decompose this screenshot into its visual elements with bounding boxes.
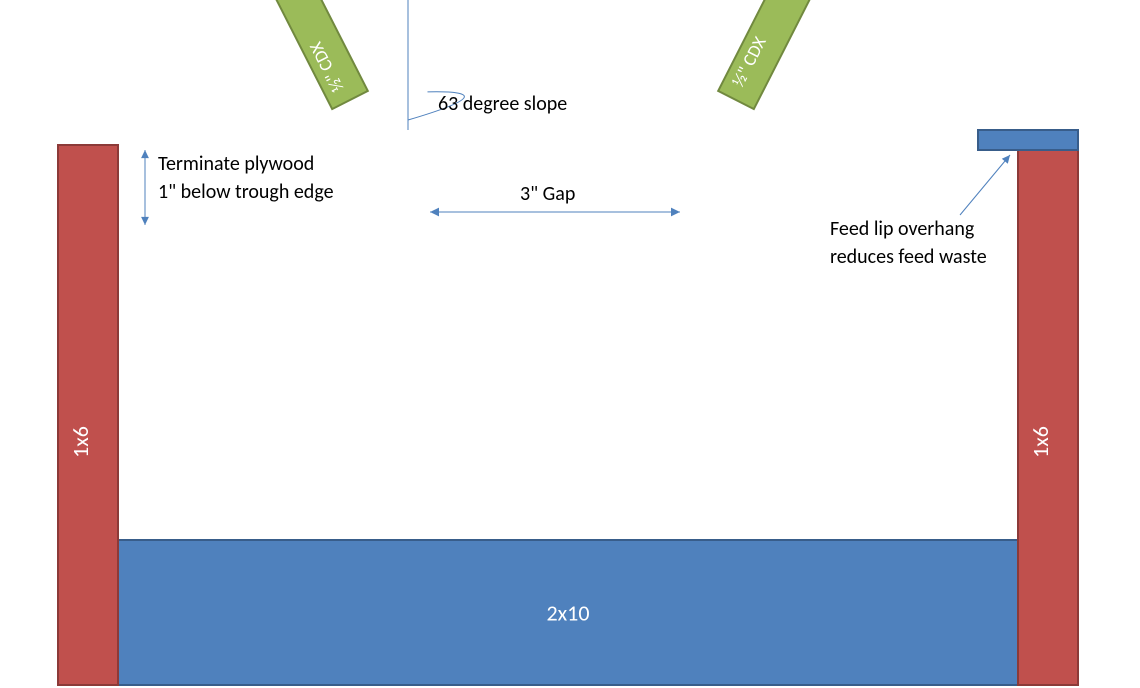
left-plywood: ½" CDX: [137, 0, 368, 109]
feed-lip-annotation-line2: reduces feed waste: [830, 245, 987, 269]
feed-lip-leader: [960, 155, 1010, 215]
right-side-board: [1018, 145, 1078, 685]
feed-lip: [978, 130, 1078, 150]
terminate-annotation-line2: 1" below trough edge: [158, 180, 334, 204]
left-side-label: 1x6: [67, 426, 94, 458]
feed-lip-annotation-line1: Feed lip overhang: [830, 217, 975, 241]
gap-annotation: 3" Gap: [520, 182, 575, 206]
terminate-annotation-line1: Terminate plywood: [158, 152, 314, 176]
right-plywood: ½" CDX: [718, 0, 949, 109]
base-board-label: 2x10: [547, 600, 590, 627]
left-side-board: [58, 145, 118, 685]
right-side-label: 1x6: [1027, 426, 1054, 458]
slope-annotation: 63 degree slope: [438, 92, 567, 116]
